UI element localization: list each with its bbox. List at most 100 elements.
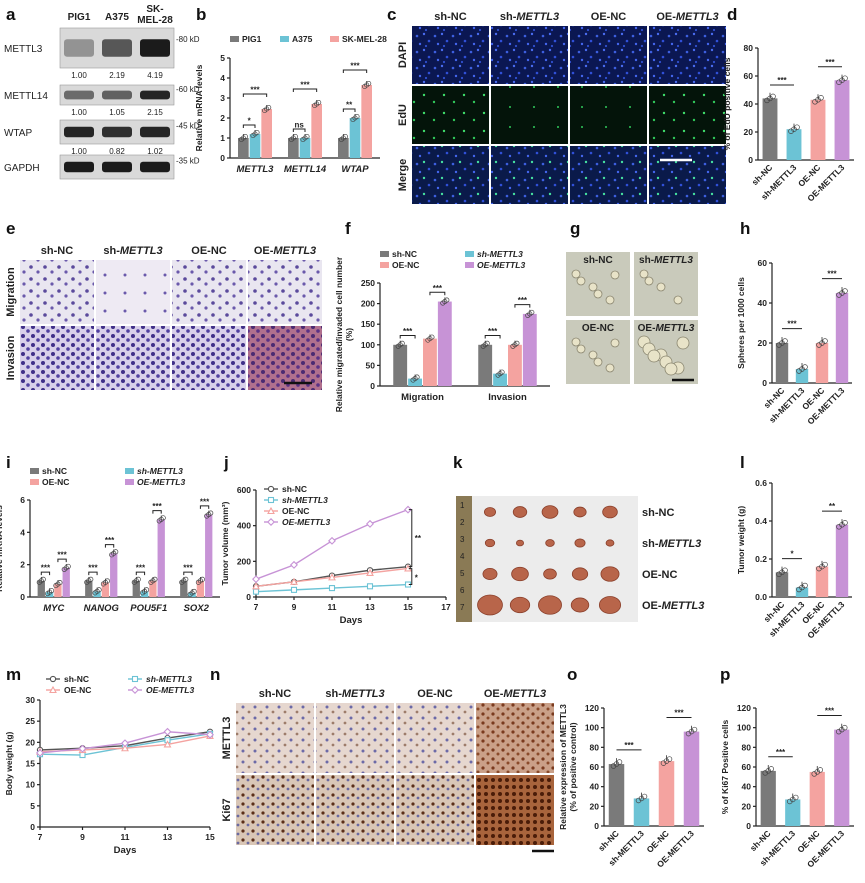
data-point xyxy=(770,93,776,100)
x-tick-label: 13 xyxy=(163,832,173,842)
series-marker xyxy=(36,748,44,757)
legend-label: A375 xyxy=(292,34,313,44)
significance-label: *** xyxy=(403,327,413,336)
series-marker xyxy=(252,582,260,590)
panel-e-transwell-images: sh-NC sh-METTL3 OE-NC OE-METTL3MigrationInv… xyxy=(5,245,322,390)
x-category-label: SOX2 xyxy=(184,603,210,614)
y-tick-label: 5 xyxy=(30,801,35,811)
significance-bracket xyxy=(429,291,446,296)
blot-quant-value: 0.82 xyxy=(109,147,125,156)
y-tick-label: 1 xyxy=(220,133,225,143)
data-point xyxy=(96,587,102,593)
bar xyxy=(658,761,675,826)
significance-label: *** xyxy=(776,748,786,757)
y-axis-label: Relative mRNA levels xyxy=(194,64,204,151)
bar xyxy=(62,567,70,597)
significance-label: *** xyxy=(88,564,98,573)
x-tick-label: 11 xyxy=(121,832,130,842)
blot-band xyxy=(102,126,132,138)
legend-label: sh-NC xyxy=(64,674,89,684)
y-tick-label: 10 xyxy=(26,780,36,790)
x-tick-label: 11 xyxy=(328,602,337,612)
legend-swatch xyxy=(30,479,39,485)
bar xyxy=(815,343,829,383)
y-axis-label: % of Ki67 Positive cells xyxy=(720,719,730,814)
y-tick-label: 0 xyxy=(246,592,251,602)
significance-label: *** xyxy=(777,76,787,85)
significance-label: *** xyxy=(200,497,210,506)
series-marker xyxy=(290,586,298,593)
blot-mw-label: -60 kD xyxy=(176,85,200,94)
legend: PIG1 A375 SK-MEL-28 xyxy=(230,34,387,44)
data-point xyxy=(254,129,260,136)
legend-label: sh-NC xyxy=(392,249,417,259)
panel-label-n: n xyxy=(210,665,220,684)
bar xyxy=(361,85,372,158)
x-category-label: METTL14 xyxy=(284,164,327,175)
micrograph-tile xyxy=(412,26,489,84)
tumor xyxy=(509,596,531,614)
series-marker xyxy=(267,485,275,493)
bar xyxy=(762,98,778,160)
legend-swatch xyxy=(330,36,339,42)
y-axis-label: Relative expression of METTL3 xyxy=(558,704,568,830)
y-tick-label: 60 xyxy=(590,762,600,772)
micrograph-tile xyxy=(570,26,647,84)
data-point xyxy=(429,334,435,340)
column-label: sh-METTL3 xyxy=(103,245,162,257)
data-point xyxy=(641,793,648,800)
column-label-gene: METTL3 xyxy=(342,688,385,700)
column-label: sh-NC xyxy=(434,11,466,23)
ruler xyxy=(456,496,472,622)
y-tick-label: 0 xyxy=(746,821,751,831)
series-marker xyxy=(49,675,57,683)
data-point xyxy=(208,510,214,516)
legend: sh-NC sh-METTL3 OE-NC OE-METTL3 xyxy=(380,249,525,270)
blot-band xyxy=(140,126,170,138)
micrograph-tile xyxy=(20,326,94,390)
bar xyxy=(299,138,311,158)
sphere-tile-label: OE-METTL3 xyxy=(638,323,695,334)
series-marker xyxy=(328,573,336,581)
data-point xyxy=(292,133,298,140)
y-tick-label: 80 xyxy=(742,742,752,752)
y-tick-label: 40 xyxy=(590,782,600,792)
row-label: Invasion xyxy=(5,335,17,380)
data-point xyxy=(802,364,808,370)
y-axis-label: Body weight (g) xyxy=(4,731,14,795)
bar xyxy=(180,580,188,597)
sphere-tile xyxy=(566,320,630,384)
blot-band xyxy=(140,39,170,57)
legend-label: OE-NC xyxy=(282,506,309,516)
y-tick-label: 400 xyxy=(237,521,251,531)
panel-label-d: d xyxy=(727,5,737,24)
significance-bracket xyxy=(88,571,98,576)
data-point xyxy=(242,133,248,140)
data-point xyxy=(794,124,800,130)
significance-label: * xyxy=(415,574,419,583)
series-marker xyxy=(267,506,275,515)
tumor xyxy=(570,597,590,613)
tumor-row-label: sh-NC xyxy=(642,507,674,519)
data-point xyxy=(88,576,94,582)
bar xyxy=(508,344,522,386)
legend-label: OE-METTL3 xyxy=(137,477,185,487)
column-label: sh-NC xyxy=(41,245,73,257)
micrograph-tile xyxy=(236,775,314,845)
y-tick-label: 120 xyxy=(585,703,599,713)
legend-swatch xyxy=(230,36,239,42)
tile-label-gene: METTL3 xyxy=(654,255,693,266)
bar xyxy=(608,764,625,826)
ruler-number: 7 xyxy=(460,603,465,612)
sphere xyxy=(639,269,649,279)
y-tick-label: 150 xyxy=(361,319,375,329)
significance-bracket xyxy=(408,568,413,586)
legend-swatch xyxy=(125,468,134,474)
sphere xyxy=(656,282,666,292)
y-tick-label: 2 xyxy=(220,113,225,123)
y-tick-label: 0 xyxy=(762,378,767,388)
blot-mw-label: -45 kD xyxy=(176,121,200,130)
bar xyxy=(835,524,849,597)
y-axis-label: (%) xyxy=(344,328,354,341)
y-tick-label: 60 xyxy=(742,762,752,772)
